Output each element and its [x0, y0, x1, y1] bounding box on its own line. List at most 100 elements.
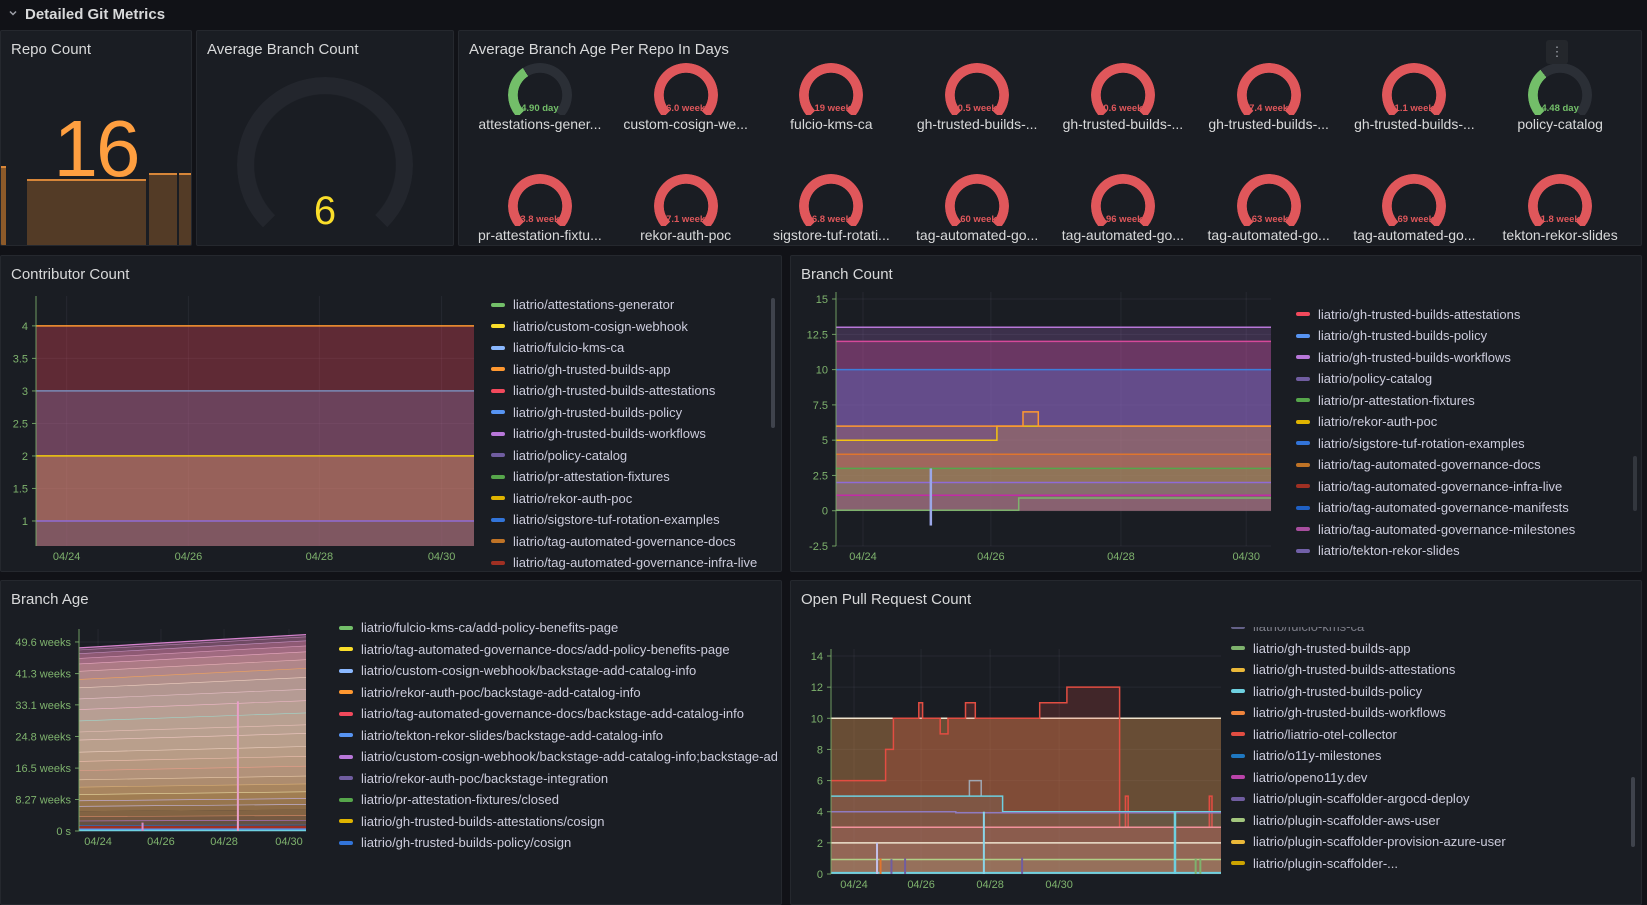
- legend-label: liatrio/gh-trusted-builds-policy/cosign: [361, 835, 571, 850]
- svg-text:41.3 weeks: 41.3 weeks: [15, 669, 71, 681]
- legend-item[interactable]: liatrio/rekor-auth-poc/backstage-add-cat…: [339, 682, 777, 704]
- legend-label: liatrio/gh-trusted-builds-policy: [513, 405, 682, 420]
- row-title[interactable]: Detailed Git Metrics: [25, 6, 165, 23]
- svg-text:10: 10: [816, 365, 828, 377]
- legend-item[interactable]: liatrio/gh-trusted-builds-attestations: [1296, 304, 1636, 326]
- legend-item[interactable]: liatrio/plugin-scaffolder-aws-user: [1231, 810, 1631, 832]
- svg-text:04/26: 04/26: [907, 879, 935, 891]
- legend-item[interactable]: liatrio/sigstore-tuf-rotation-examples: [1296, 433, 1636, 455]
- series-color-dash: [1231, 689, 1245, 693]
- legend-item[interactable]: liatrio/tag-automated-governance-infra-l…: [491, 552, 771, 571]
- legend-item[interactable]: liatrio/gh-trusted-builds-policy/cosign: [339, 832, 777, 854]
- series-color-dash: [1296, 420, 1310, 424]
- series-color-dash: [1296, 527, 1310, 531]
- legend-item[interactable]: liatrio/custom-cosign-webhook: [491, 316, 771, 338]
- legend-item[interactable]: liatrio/tag-automated-governance-docs/ba…: [339, 703, 777, 725]
- panel-title[interactable]: Contributor Count: [1, 256, 781, 288]
- legend-item[interactable]: liatrio/gh-trusted-builds-workflows: [1296, 347, 1636, 369]
- branch-age-gauge: 2.63 weeks tag-automated-go...: [1196, 174, 1342, 243]
- legend-item[interactable]: liatrio/custom-cosign-webhook/backstage-…: [339, 746, 777, 768]
- legend-item[interactable]: liatrio/tekton-rekor-slides: [1296, 540, 1636, 562]
- legend-item[interactable]: liatrio/gh-trusted-builds-workflows: [491, 423, 771, 445]
- series-color-dash: [1296, 398, 1310, 402]
- legend-item[interactable]: liatrio/fulcio-kms-ca/add-policy-benefit…: [339, 617, 777, 639]
- legend-item[interactable]: liatrio/liatrio-otel-collector: [1231, 724, 1631, 746]
- chevron-down-icon[interactable]: [8, 8, 18, 21]
- legend-item[interactable]: liatrio/tag-automated-governance-infra-l…: [1296, 476, 1636, 498]
- legend-item[interactable]: liatrio/pr-attestation-fixtures/closed: [339, 789, 777, 811]
- legend-scrollbar[interactable]: [771, 298, 775, 428]
- legend-item[interactable]: liatrio/openo11y.dev: [1231, 767, 1631, 789]
- gauge-label: gh-trusted-builds-...: [1050, 116, 1196, 132]
- legend-item[interactable]: liatrio/pr-attestation-fixtures: [1296, 390, 1636, 412]
- legend-item[interactable]: liatrio/tag-automated-governance-manifes…: [1296, 497, 1636, 519]
- panel-title[interactable]: Branch Count: [791, 256, 1641, 288]
- legend-item[interactable]: liatrio/rekor-auth-poc: [1296, 411, 1636, 433]
- legend-scrollbar[interactable]: [1633, 456, 1637, 511]
- legend-label: liatrio/tag-automated-governance-infra-l…: [513, 555, 757, 570]
- svg-text:04/24: 04/24: [840, 879, 868, 891]
- legend-label: liatrio/rekor-auth-poc: [1318, 414, 1437, 429]
- gauge-value: 4.90 day: [508, 103, 572, 114]
- svg-text:15: 15: [816, 294, 828, 306]
- legend-item[interactable]: liatrio/rekor-auth-poc: [491, 488, 771, 510]
- legend-label: liatrio/pr-attestation-fixtures: [513, 469, 670, 484]
- series-color-dash: [339, 755, 353, 759]
- legend-item[interactable]: liatrio/plugin-scaffolder-provision-azur…: [1231, 831, 1631, 853]
- legend-label: liatrio/openo11y.dev: [1253, 770, 1367, 785]
- panel-title[interactable]: Average Branch Age Per Repo In Days: [459, 31, 1641, 63]
- legend-item[interactable]: liatrio/tekton-rekor-slides/backstage-ad…: [339, 725, 777, 747]
- legend-item[interactable]: liatrio/gh-trusted-builds-app: [1296, 300, 1636, 304]
- legend-item[interactable]: liatrio/gh-trusted-builds-policy: [491, 402, 771, 424]
- legend-item[interactable]: liatrio/plugin-scaffolder-...: [1231, 853, 1631, 875]
- legend-item[interactable]: liatrio/custom-cosign-webhook/backstage-…: [339, 660, 777, 682]
- legend-item[interactable]: liatrio/gh-trusted-builds-workflows: [1231, 702, 1631, 724]
- svg-text:5: 5: [822, 435, 828, 447]
- legend-item[interactable]: liatrio/o11y-milestones: [1231, 745, 1631, 767]
- svg-text:04/30: 04/30: [428, 551, 456, 563]
- branch-age-gauge: 3.96 weeks tag-automated-go...: [1050, 174, 1196, 243]
- legend-label: liatrio/policy-catalog: [1318, 371, 1432, 386]
- svg-text:6: 6: [817, 776, 823, 788]
- series-color-dash: [491, 432, 505, 436]
- legend-label: liatrio/plugin-scaffolder-aws-user: [1253, 813, 1440, 828]
- legend-item[interactable]: liatrio/sigstore-tuf-rotation-examples: [491, 509, 771, 531]
- legend-item[interactable]: liatrio/tag-automated-governance-docs: [491, 531, 771, 553]
- legend-item[interactable]: liatrio/rekor-auth-poc/backstage-integra…: [339, 768, 777, 790]
- svg-text:04/24: 04/24: [84, 836, 112, 848]
- legend-item[interactable]: liatrio/gh-trusted-builds-app: [1231, 638, 1631, 660]
- legend-item[interactable]: liatrio/policy-catalog: [1296, 368, 1636, 390]
- legend-item[interactable]: liatrio/gh-trusted-builds-policy: [1231, 681, 1631, 703]
- legend-item[interactable]: liatrio/gh-trusted-builds-app: [491, 359, 771, 381]
- legend-item[interactable]: liatrio/tag-automated-governance-milesto…: [1296, 519, 1636, 541]
- legend-item[interactable]: liatrio/gh-trusted-builds-attestations: [491, 380, 771, 402]
- legend-item[interactable]: liatrio/fulcio-kms-ca: [1231, 627, 1631, 638]
- legend-label: liatrio/rekor-auth-poc/backstage-add-cat…: [361, 685, 641, 700]
- legend-item[interactable]: liatrio/gh-trusted-builds-attestations/c…: [339, 811, 777, 833]
- legend-item[interactable]: liatrio/fulcio-kms-ca: [491, 337, 771, 359]
- legend-item[interactable]: liatrio/plugin-scaffolder-argocd-deploy: [1231, 788, 1631, 810]
- legend-item[interactable]: liatrio/policy-catalog: [491, 445, 771, 467]
- legend-item[interactable]: liatrio/pr-attestation-fixtures: [491, 466, 771, 488]
- svg-text:16.5 weeks: 16.5 weeks: [15, 763, 71, 775]
- legend-scrollbar[interactable]: [1631, 777, 1635, 847]
- legend-item[interactable]: liatrio/tag-automated-governance-docs/ad…: [339, 639, 777, 661]
- gauge-label: rekor-auth-poc: [613, 227, 759, 243]
- panel-avg-branch-count: Average Branch Count 6: [196, 30, 454, 246]
- series-color-dash: [1231, 754, 1245, 758]
- gauge-label: custom-cosign-we...: [613, 116, 759, 132]
- gauge-grid: 4.90 day attestations-gener... 26.0 week…: [467, 63, 1633, 243]
- panel-title[interactable]: Average Branch Count: [197, 31, 453, 63]
- legend-item[interactable]: liatrio/attestations-generator: [491, 294, 771, 316]
- panel-menu-icon[interactable]: ⋮: [1546, 40, 1568, 64]
- legend-item[interactable]: liatrio/tag-automated-governance-docs: [1296, 454, 1636, 476]
- legend-item[interactable]: liatrio/gh-trusted-builds-policy: [1296, 325, 1636, 347]
- panel-title[interactable]: Branch Age: [1, 581, 781, 613]
- panel-title[interactable]: Open Pull Request Count: [791, 581, 1641, 613]
- gauge-label: tag-automated-go...: [1050, 227, 1196, 243]
- svg-text:0: 0: [822, 506, 828, 518]
- legend-item[interactable]: liatrio/gh-trusted-builds-attestations: [1231, 659, 1631, 681]
- gauge-value: 17.4 weeks: [1237, 103, 1301, 114]
